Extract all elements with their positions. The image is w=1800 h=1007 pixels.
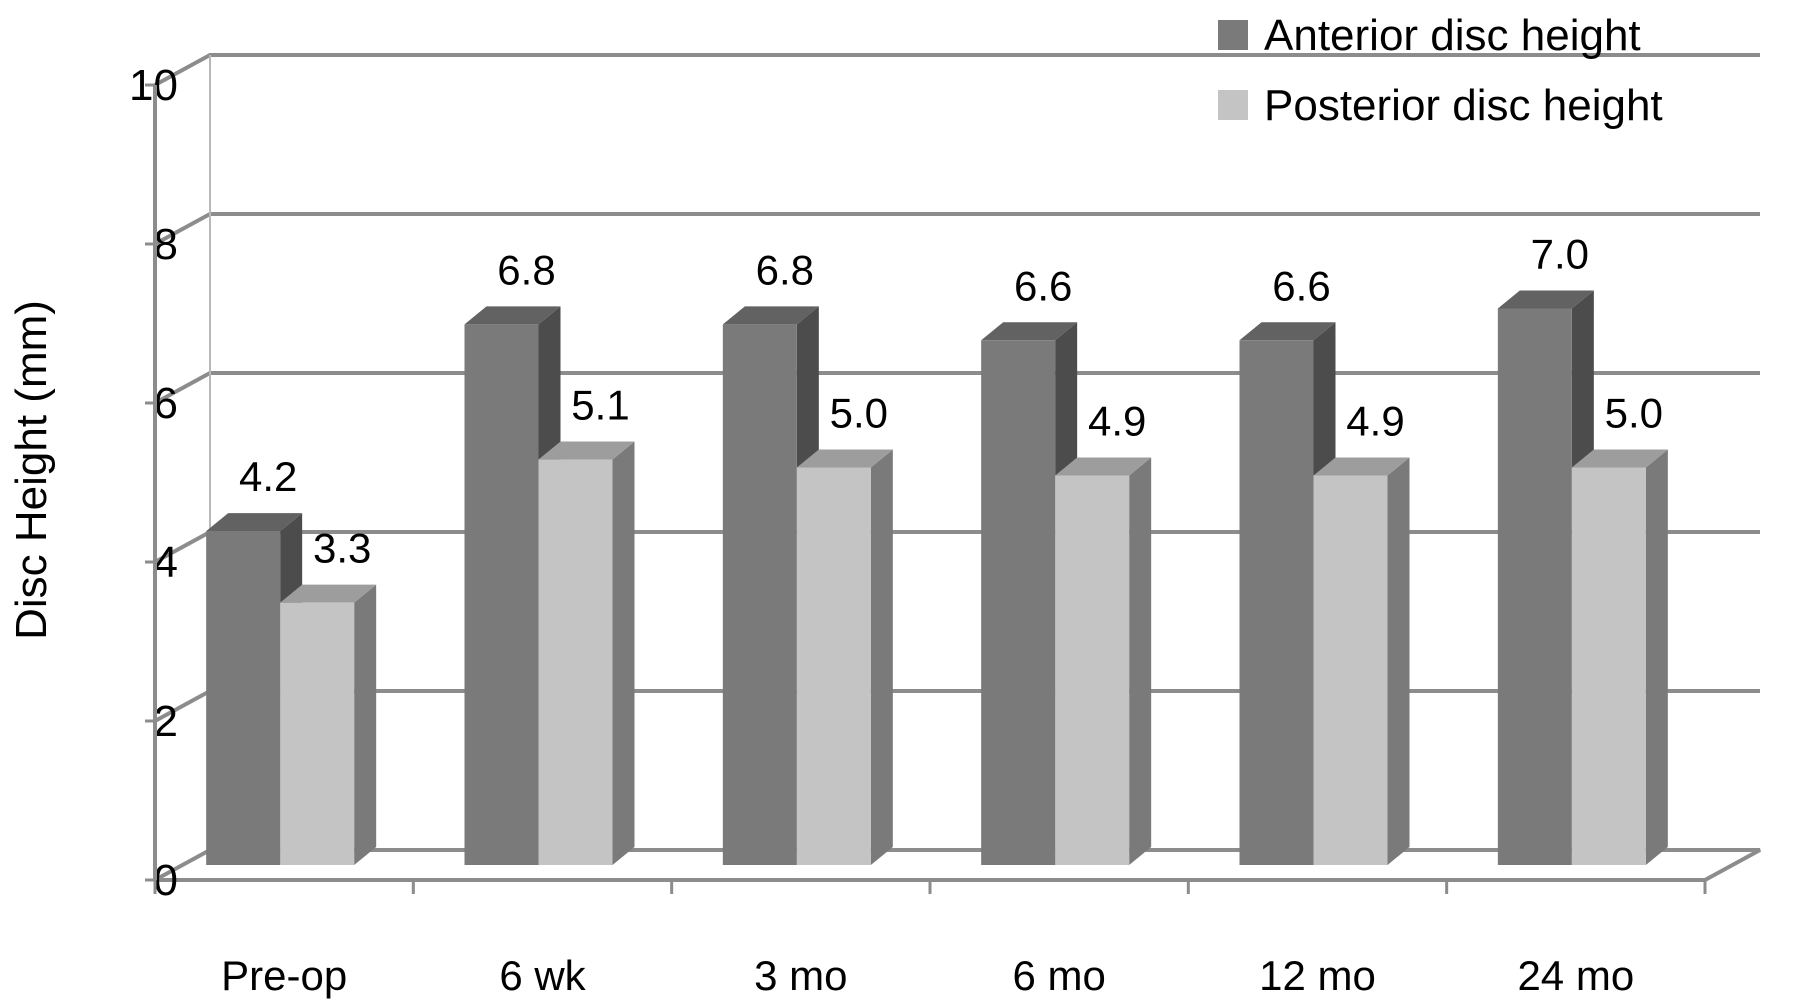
bar-side <box>870 449 893 865</box>
data-label: 6.8 <box>756 246 814 293</box>
bar <box>206 531 281 865</box>
data-label: 5.0 <box>1605 390 1663 437</box>
y-tick-label: 4 <box>154 538 178 587</box>
legend-swatch <box>1218 20 1248 50</box>
x-tick-label: 6 wk <box>499 952 586 999</box>
bar <box>796 467 871 865</box>
data-label: 4.9 <box>1346 397 1404 444</box>
x-tick-label: 12 mo <box>1259 952 1376 999</box>
data-label: 7.0 <box>1531 231 1589 278</box>
bar <box>1497 308 1572 865</box>
bar <box>981 340 1056 865</box>
bar-side <box>354 584 377 865</box>
bar-top <box>796 449 893 468</box>
bar <box>1239 340 1314 865</box>
data-label: 4.2 <box>239 453 297 500</box>
bar-top <box>1571 449 1668 468</box>
bar <box>722 324 797 865</box>
data-label: 6.6 <box>1272 262 1330 309</box>
x-tick-label: Pre-op <box>221 952 347 999</box>
bar <box>1313 475 1388 865</box>
bar-top <box>280 584 377 603</box>
bar-side <box>1645 449 1668 865</box>
data-labels: 4.2 3.3 6.8 5.1 6.8 5.0 6.6 4.9 6.6 4.9 7.0 5.0 <box>239 231 1663 572</box>
data-label: 4.9 <box>1088 397 1146 444</box>
x-tick-label: 24 mo <box>1517 952 1634 999</box>
data-label: 5.0 <box>830 390 888 437</box>
bar-top <box>1313 457 1410 476</box>
bar-top <box>1239 322 1336 341</box>
bar-side <box>612 441 635 865</box>
y-axis-title: Disc Height (mm) <box>7 300 56 640</box>
bar <box>1055 475 1130 865</box>
bar-side <box>1387 457 1410 865</box>
bars <box>206 290 1668 865</box>
bar <box>464 324 539 865</box>
legend-label: Anterior disc height <box>1264 11 1641 60</box>
legend: Anterior disc height Posterior disc heigh… <box>1218 11 1663 130</box>
legend-label: Posterior disc height <box>1264 81 1663 130</box>
data-label: 6.8 <box>497 246 555 293</box>
bar-top <box>1497 290 1594 309</box>
data-label: 3.3 <box>313 525 371 572</box>
gridline <box>154 212 1760 246</box>
bar-top <box>464 306 561 325</box>
bar-top <box>1055 457 1152 476</box>
bar <box>1571 467 1646 865</box>
bar-top <box>981 322 1078 341</box>
y-tick-label: 6 <box>154 379 178 428</box>
data-label: 5.1 <box>571 382 629 429</box>
x-tick-label: 3 mo <box>754 952 847 999</box>
x-tick-label: 6 mo <box>1012 952 1105 999</box>
y-tick-label: 8 <box>154 220 178 269</box>
y-tick-label: 0 <box>154 856 178 905</box>
data-label: 6.6 <box>1014 262 1072 309</box>
y-tick-label: 2 <box>154 697 178 746</box>
bar-top <box>722 306 819 325</box>
bar-top <box>538 441 635 460</box>
bar-top <box>206 513 303 532</box>
bar-side <box>1129 457 1152 865</box>
legend-swatch <box>1218 90 1248 120</box>
bar <box>538 459 613 865</box>
bar <box>280 602 355 865</box>
